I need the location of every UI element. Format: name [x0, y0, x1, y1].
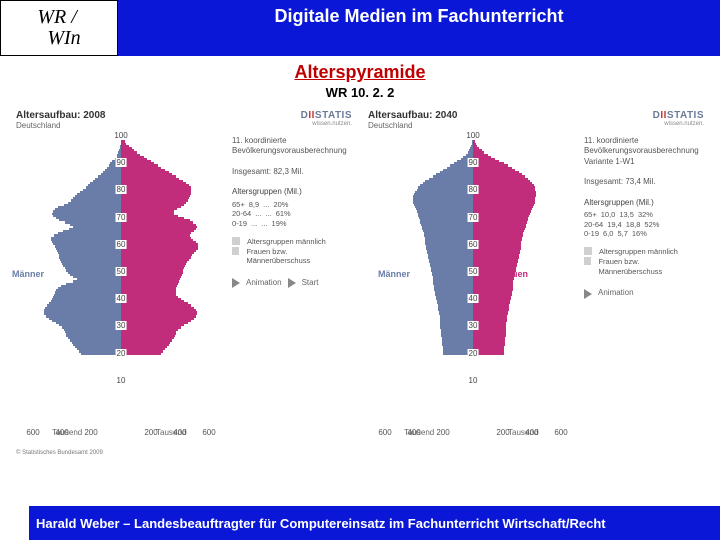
y-tick: 70	[116, 213, 127, 222]
y-tick: 80	[116, 185, 127, 194]
destatis-logo: DIISTATIS	[653, 110, 704, 121]
male-label: Männer	[378, 269, 410, 279]
x-tick: 200	[84, 428, 97, 437]
legend-item: Frauen bzw. Männerüberschuss	[232, 247, 346, 267]
legend-swatch	[232, 247, 239, 255]
animation-controls: Animation Start	[232, 278, 346, 288]
x-axis: 600400200200400600TausendTausend	[368, 426, 578, 444]
header: WR / WIn Digitale Medien im Fachunterric…	[0, 0, 720, 56]
total-pop: Insgesamt: 82,3 Mil.	[232, 167, 346, 177]
ctrl-label: Animation	[598, 288, 634, 298]
y-tick: 100	[113, 131, 128, 140]
x-axis: 600400200200400600TausendTausend	[16, 426, 226, 444]
footer-text: Harald Weber – Landesbeauftragter für Co…	[36, 516, 606, 531]
legend-label: Altersgruppen männlich	[599, 247, 678, 257]
age-group-row: 65+8,9...20%	[232, 200, 346, 210]
legend-column: 11. koordinierte Bevölkerungsvorausberec…	[578, 136, 698, 426]
footer-bar: Harald Weber – Landesbeauftragter für Co…	[0, 506, 720, 540]
female-label: Frauen	[126, 269, 156, 279]
y-tick: 30	[468, 321, 479, 330]
age-group-row: 0-196,05,716%	[584, 229, 698, 239]
legend-swatch	[584, 247, 592, 255]
male-label: Männer	[12, 269, 44, 279]
y-tick: 60	[468, 240, 479, 249]
age-groups-title: Altersgruppen (Mil.)	[232, 187, 346, 197]
x-tick: 600	[26, 428, 39, 437]
section-title: Alterspyramide	[0, 62, 720, 83]
y-tick: 100	[465, 131, 480, 140]
charts-row: Altersaufbau: 2008DeutschlandDIISTATISwi…	[0, 100, 720, 456]
total-pop: Insgesamt: 73,4 Mil.	[584, 177, 698, 187]
page-title: Digitale Medien im Fachunterricht	[274, 6, 563, 27]
y-tick: 20	[468, 349, 479, 358]
copyright: © Statistisches Bundesamt 2009	[16, 450, 352, 456]
panel-subtitle: Deutschland	[368, 121, 457, 130]
y-tick: 50	[116, 267, 127, 276]
panel-title: Altersaufbau: 2040	[368, 110, 457, 121]
female-bar	[121, 353, 161, 355]
animation-controls: Animation	[584, 288, 698, 298]
panel-subtitle: Deutschland	[16, 121, 105, 130]
age-groups-title: Altersgruppen (Mil.)	[584, 198, 698, 208]
destatis-sub: wissen.nutzen.	[653, 121, 704, 127]
y-tick: 40	[468, 294, 479, 303]
ctrl-label: Animation	[246, 278, 282, 288]
age-group-row: 20-6419,418,852%	[584, 220, 698, 230]
y-tick: 90	[116, 158, 127, 167]
legend-label: Frauen bzw. Männerüberschuss	[598, 257, 698, 277]
panel-title: Altersaufbau: 2008	[16, 110, 105, 121]
play-icon[interactable]	[232, 278, 240, 288]
x-unit: Tausend	[508, 428, 538, 437]
age-group-row: 65+10,013,532%	[584, 210, 698, 220]
legend-item: Altersgruppen männlich	[584, 247, 698, 257]
y-tick: 10	[468, 376, 479, 385]
x-unit: Tausend	[52, 428, 82, 437]
logo-box: WR / WIn	[0, 0, 118, 56]
play-icon[interactable]	[288, 278, 296, 288]
legend-column: 11. koordinierte Bevölkerungsvorausberec…	[226, 136, 346, 426]
age-group-row: 0-19......19%	[232, 219, 346, 229]
y-tick: 70	[468, 213, 479, 222]
destatis-sub: wissen.nutzen.	[301, 121, 352, 127]
x-tick: 600	[554, 428, 567, 437]
female-label: Frauen	[498, 269, 528, 279]
legend-swatch	[232, 237, 240, 245]
y-tick: 80	[468, 185, 479, 194]
y-tick: 60	[116, 240, 127, 249]
legend-note: 11. koordinierte Bevölkerungsvorausberec…	[232, 136, 346, 157]
y-tick: 20	[116, 349, 127, 358]
y-tick: 50	[468, 267, 479, 276]
y-tick: 10	[116, 376, 127, 385]
legend-note: 11. koordinierte Bevölkerungsvorausberec…	[584, 136, 698, 167]
x-unit: Tausend	[404, 428, 434, 437]
legend-label: Frauen bzw. Männerüberschuss	[246, 247, 346, 267]
title-bar: Digitale Medien im Fachunterricht	[118, 0, 720, 56]
legend-item: Frauen bzw. Männerüberschuss	[584, 257, 698, 277]
legend-item: Altersgruppen männlich	[232, 237, 346, 247]
subheading: Alterspyramide WR 10. 2. 2	[0, 62, 720, 100]
legend-swatch	[584, 257, 591, 265]
pyramid-chart: 100908070605040302010MännerFrauen	[16, 136, 226, 426]
slide: WR / WIn Digitale Medien im Fachunterric…	[0, 0, 720, 540]
x-tick: 600	[202, 428, 215, 437]
ctrl-label: Start	[302, 278, 319, 288]
x-tick: 200	[436, 428, 449, 437]
x-unit: Tausend	[156, 428, 186, 437]
pyramid-chart: 100908070605040302010MännerFrauen	[368, 136, 578, 426]
pyramid-panel: Altersaufbau: 2040Deutschland DIISTATISwi…	[368, 110, 704, 456]
y-tick: 30	[116, 321, 127, 330]
logo-text: WR / WIn	[37, 7, 80, 49]
x-tick: 600	[378, 428, 391, 437]
pyramid-panel: Altersaufbau: 2008Deutschland DIISTATISwi…	[16, 110, 352, 456]
destatis-logo: DIISTATIS	[301, 110, 352, 121]
play-icon[interactable]	[584, 289, 592, 299]
section-code: WR 10. 2. 2	[0, 85, 720, 100]
age-group-row: 20-64......61%	[232, 209, 346, 219]
y-tick: 90	[468, 158, 479, 167]
y-tick: 40	[116, 294, 127, 303]
legend-label: Altersgruppen männlich	[247, 237, 326, 247]
